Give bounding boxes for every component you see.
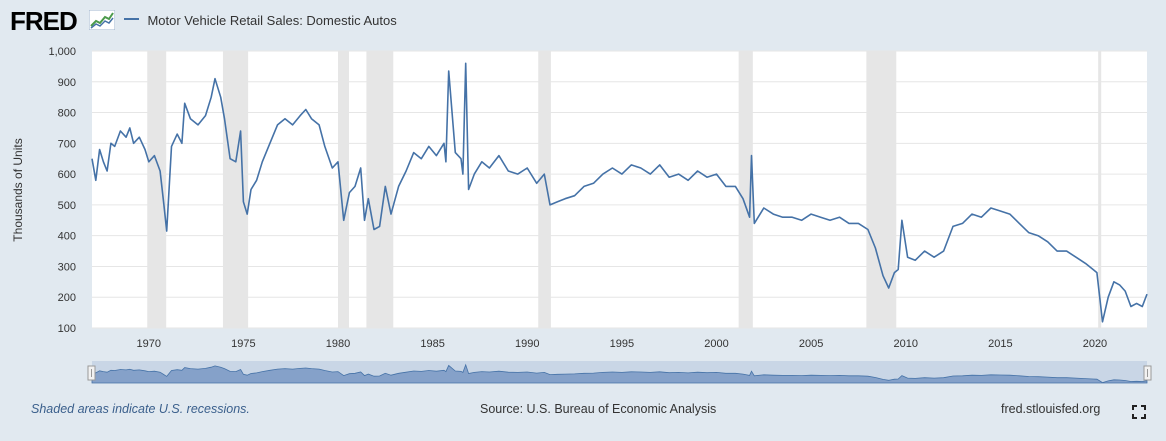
x-tick-label: 1980	[326, 338, 350, 350]
y-tick-label: 1,000	[48, 46, 76, 58]
legend-line-icon	[124, 17, 139, 20]
x-tick-label: 1975	[231, 338, 255, 350]
navigator[interactable]	[87, 361, 1152, 384]
recession-band	[338, 51, 349, 328]
recession-note: Shaded areas indicate U.S. recessions.	[31, 402, 250, 416]
y-tick-label: 100	[58, 323, 76, 335]
legend-series-label: Motor Vehicle Retail Sales: Domestic Aut…	[147, 13, 397, 28]
y-tick-label: 300	[58, 261, 76, 273]
chart-header: FRED Motor Vehicle Retail Sales: Domesti…	[0, 0, 1166, 44]
x-tick-label: 2000	[704, 338, 728, 350]
fred-chart-icon	[89, 10, 115, 30]
x-tick-label: 2005	[799, 338, 823, 350]
recession-shading	[147, 51, 1102, 328]
recession-band	[738, 51, 753, 328]
legend[interactable]: Motor Vehicle Retail Sales: Domestic Aut…	[124, 12, 397, 30]
fred-logo[interactable]: FRED	[10, 6, 78, 36]
plot-background	[92, 51, 1147, 328]
x-tick-label: 2015	[988, 338, 1012, 350]
y-axis-ticks: 100 200 300 400 500 600 700 800 900 1,000	[48, 46, 76, 335]
y-tick-label: 700	[58, 138, 76, 150]
y-tick-label: 400	[58, 231, 76, 243]
x-tick-label: 2010	[893, 338, 917, 350]
recession-band	[538, 51, 551, 328]
fullscreen-icon[interactable]	[1132, 405, 1146, 419]
navigator-series-area	[91, 363, 1148, 384]
x-tick-label: 1990	[515, 338, 539, 350]
y-tick-label: 900	[58, 77, 76, 89]
series-line[interactable]	[91, 62, 1148, 323]
y-tick-label: 600	[58, 169, 76, 181]
y-axis-label: Thousands of Units	[11, 138, 25, 241]
recession-band	[147, 51, 167, 328]
grid-lines	[92, 50, 1147, 329]
y-tick-label: 200	[58, 292, 76, 304]
x-axis-ticks: 1970 1975 1980 1985 1990 1995 2000 2005 2010 2015…	[137, 338, 1108, 350]
recession-band	[366, 51, 394, 328]
recession-band	[866, 51, 897, 328]
x-tick-label: 1970	[137, 338, 161, 350]
site-link[interactable]: fred.stlouisfed.org	[1001, 402, 1101, 416]
y-tick-label: 800	[58, 108, 76, 120]
recession-band	[222, 51, 249, 328]
recession-band	[1098, 51, 1102, 328]
x-tick-label: 2020	[1083, 338, 1107, 350]
x-tick-label: 1985	[420, 338, 444, 350]
y-tick-label: 500	[58, 200, 76, 212]
source-text: Source: U.S. Bureau of Economic Analysis	[480, 402, 717, 416]
x-tick-label: 1995	[610, 338, 634, 350]
